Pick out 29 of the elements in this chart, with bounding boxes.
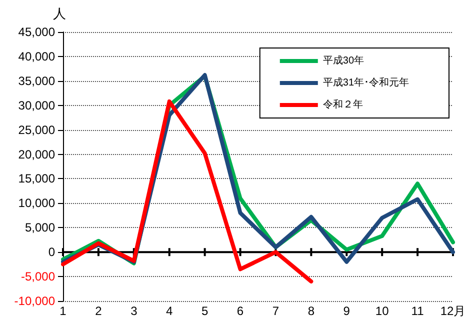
y-tick-label: -5,000 xyxy=(20,270,56,284)
x-tick-label: 12月 xyxy=(440,304,466,318)
y-tick-label: 15,000 xyxy=(18,172,56,186)
x-tick-label: 5 xyxy=(201,304,208,318)
y-axis-title: 人 xyxy=(53,6,66,21)
y-tick-label: 0 xyxy=(48,245,56,260)
x-tick-label: 10 xyxy=(375,304,390,318)
y-tick-label: 30,000 xyxy=(18,98,56,112)
y-tick-label: 10,000 xyxy=(18,196,56,210)
legend-label: 平成31年･令和元年 xyxy=(322,76,409,88)
x-tick-label: 3 xyxy=(130,304,138,318)
x-tick-label: 9 xyxy=(343,304,350,318)
y-tick-label: 45,000 xyxy=(18,25,56,39)
y-tick-label: 5,000 xyxy=(24,220,56,235)
y-tick-label: -10,000 xyxy=(14,294,56,308)
x-tick-label: 1 xyxy=(60,304,67,318)
x-tick-label: 2 xyxy=(95,304,102,318)
y-tick-label: 40,000 xyxy=(18,49,56,64)
y-tick-label: 25,000 xyxy=(18,122,56,137)
x-tick-label: 8 xyxy=(308,304,315,318)
x-tick-label: 6 xyxy=(236,304,244,318)
x-tick-label: 4 xyxy=(166,304,174,318)
line-series xyxy=(61,99,314,284)
legend-label: 令和２年 xyxy=(322,98,363,110)
legend-label: 平成30年 xyxy=(322,54,364,66)
y-tick-label: 35,000 xyxy=(18,74,56,88)
x-tick-label: 7 xyxy=(272,304,280,318)
y-tick-label: 20,000 xyxy=(18,147,56,162)
x-tick-label: 11 xyxy=(411,304,424,318)
